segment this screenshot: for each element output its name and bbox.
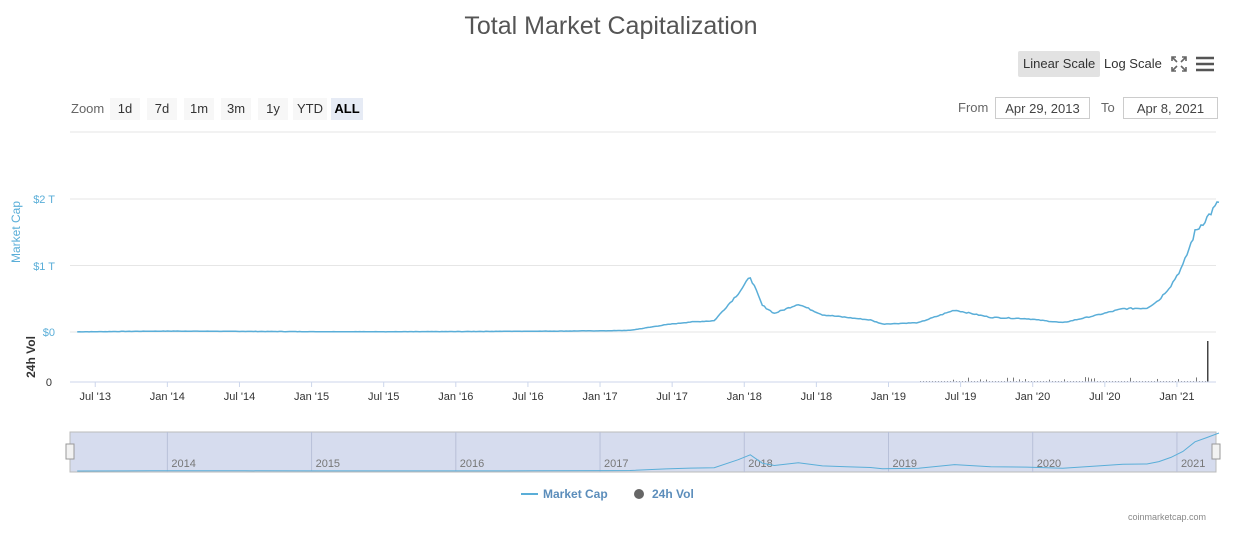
navigator-tick-label: 2015 [316,458,340,470]
menu-icon[interactable] [1195,54,1215,74]
vol-bar [1094,378,1095,382]
navigator-tick-label: 2021 [1181,458,1205,470]
navigator-tick-label: 2014 [171,458,195,470]
x-tick-label: Jan '14 [150,391,185,403]
vol-bar [968,377,969,382]
x-tick-label: Jan '18 [727,391,762,403]
y-tick-label: $2 T [33,194,55,206]
vol-bar [1049,379,1050,382]
y-tick-label: $1 T [33,261,55,273]
x-tick-label: Jan '15 [294,391,329,403]
x-tick-label: Jul '18 [801,391,832,403]
vol-bar [1007,377,1008,382]
x-tick-label: Jan '16 [438,391,473,403]
zoom-ytd-button[interactable]: YTD [293,98,327,120]
log-scale-button[interactable]: Log Scale [1104,56,1162,71]
x-tick-label: Jul '14 [224,391,255,403]
x-tick-label: Jan '20 [1015,391,1050,403]
market-cap-line [77,201,1220,333]
x-tick-label: Jul '20 [1089,391,1120,403]
vol-bar [953,379,954,382]
from-label: From [958,100,989,115]
zoom-label: Zoom [71,101,105,116]
vol-bar [1157,378,1158,382]
vol-tick-label: 0 [46,377,52,389]
zoom-1y-button[interactable]: 1y [258,98,288,120]
legend-label-vol: 24h Vol [652,487,694,501]
zoom-all-button[interactable]: ALL [331,98,363,120]
vol-bar [1088,377,1089,382]
x-ticks: Jul '13 Jan '14 Jul '14 Jan '15 Jul '15 Jan '… [80,382,1195,403]
vol-bar [1130,377,1131,382]
x-tick-label: Jan '21 [1159,391,1194,403]
zoom-3m-button[interactable]: 3m [221,98,251,120]
to-label: To [1101,100,1115,115]
navigator-tick-label: 2020 [1037,458,1061,470]
legend-vol[interactable]: 24h Vol [634,487,694,501]
vol-bar [1019,379,1020,382]
navigator-tick-label: 2019 [892,458,916,470]
legend-dot-icon [634,489,644,499]
linear-scale-button[interactable]: Linear Scale [1018,51,1101,77]
vol-bar [1064,379,1065,382]
fullscreen-icon[interactable] [1169,54,1189,74]
vol-axis-title: 24h Vol [24,336,38,378]
x-tick-label: Jul '19 [945,391,976,403]
x-tick-label: Jan '17 [582,391,617,403]
credit-link[interactable]: coinmarketcap.com [1128,512,1207,522]
vol-bar [986,379,987,382]
chart-title: Total Market Capitalization [464,12,758,40]
grid-lines [70,198,1216,333]
zoom-1m-button[interactable]: 1m [184,98,214,120]
navigator-right-handle[interactable] [1211,443,1221,460]
zoom-1d-button[interactable]: 1d [110,98,140,120]
navigator-line [77,432,1220,472]
x-tick-label: Jan '19 [871,391,906,403]
vol-bar [1025,379,1026,382]
navigator-tick-label: 2018 [748,458,772,470]
vol-bar [980,379,981,382]
navigator-tick-label: 2017 [604,458,628,470]
vol-bar [1091,378,1092,382]
x-tick-label: Jul '13 [80,391,111,403]
legend-market-cap[interactable]: Market Cap [521,487,608,501]
x-tick-label: Jul '17 [656,391,687,403]
navigator-left-handle[interactable] [65,443,75,460]
y-axis-title: Market Cap [9,201,23,263]
vol-bar [1178,379,1179,382]
legend-label-market-cap: Market Cap [543,487,608,501]
x-tick-label: Jul '15 [368,391,399,403]
zoom-7d-button[interactable]: 7d [147,98,177,120]
y-tick-label: $0 [43,327,55,339]
to-date-input[interactable]: Apr 8, 2021 [1123,97,1218,119]
x-tick-label: Jul '16 [512,391,543,403]
navigator-tick-label: 2016 [460,458,484,470]
from-date-input[interactable]: Apr 29, 2013 [995,97,1090,119]
navigator[interactable]: 2014 2015 2016 2017 2018 2019 2020 2021 [65,431,1221,473]
vol-bar [1085,377,1086,382]
vol-bar [1196,377,1197,382]
vol-bar [1013,377,1014,382]
vol-bars [920,341,1209,382]
vol-bar [1207,341,1209,382]
navigator-mask [69,431,1217,473]
